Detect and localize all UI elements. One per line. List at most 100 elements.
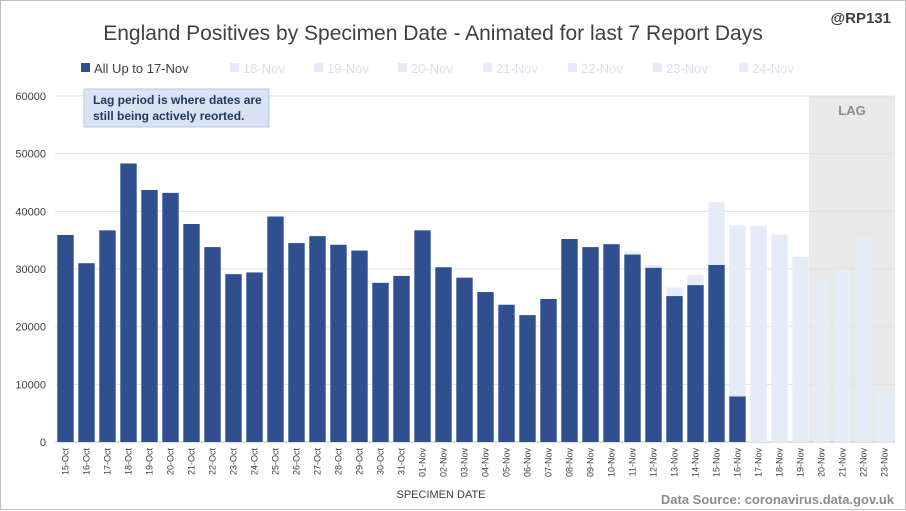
note-line-1: Lag period is where dates are bbox=[93, 93, 262, 107]
legend-label: 18-Nov bbox=[243, 61, 285, 76]
ghost-bar bbox=[729, 225, 746, 442]
x-tick-label: 28-Oct bbox=[334, 448, 344, 476]
bar bbox=[120, 163, 137, 442]
x-tick-label: 27-Oct bbox=[313, 448, 323, 476]
y-tick-label: 0 bbox=[40, 437, 46, 449]
legend-swatch bbox=[739, 63, 748, 72]
x-tick-label: 10-Nov bbox=[607, 448, 617, 478]
bar bbox=[498, 304, 515, 442]
x-tick-label: 15-Oct bbox=[61, 448, 71, 476]
x-tick-label: 30-Oct bbox=[376, 448, 386, 476]
legend-swatch bbox=[483, 63, 492, 72]
note-box: Lag period is where dates are still bein… bbox=[83, 88, 270, 128]
x-tick-label: 09-Nov bbox=[586, 448, 596, 478]
ghost-bar bbox=[792, 256, 809, 442]
x-tick-label: 05-Nov bbox=[502, 448, 512, 478]
x-axis-ticks: 15-Oct 16-Oct 17-Oct 18-Oct 19-Oct 20-Oct 21-O… bbox=[61, 448, 890, 478]
x-tick-label: 20-Nov bbox=[817, 448, 827, 478]
legend-swatch bbox=[568, 63, 577, 72]
ghost-bar bbox=[876, 391, 893, 442]
ghost-bars bbox=[57, 163, 893, 442]
x-tick-label: 19-Nov bbox=[796, 448, 806, 478]
ghost-bar bbox=[750, 225, 767, 442]
bar bbox=[78, 263, 95, 442]
x-tick-label: 17-Nov bbox=[754, 448, 764, 478]
legend-swatch bbox=[81, 63, 90, 72]
x-tick-label: 06-Nov bbox=[523, 448, 533, 478]
legend-swatch bbox=[230, 63, 239, 72]
legend-swatch bbox=[653, 63, 662, 72]
x-tick-label: 24-Oct bbox=[250, 448, 260, 476]
y-tick-label: 50000 bbox=[15, 149, 46, 161]
bar bbox=[540, 298, 557, 442]
legend: All Up to 17-Nov 18-Nov 19-Nov 20-Nov 21-Nov… bbox=[81, 61, 794, 76]
note-line-2: still being actively reorted. bbox=[93, 109, 244, 123]
bar bbox=[582, 247, 599, 442]
x-tick-label: 14-Nov bbox=[691, 448, 701, 478]
bar bbox=[288, 243, 305, 442]
legend-label: All Up to 17-Nov bbox=[94, 61, 189, 76]
bar bbox=[351, 250, 368, 442]
bar bbox=[372, 282, 389, 442]
bar bbox=[246, 272, 263, 442]
x-tick-label: 22-Nov bbox=[859, 448, 869, 478]
note-box-bg bbox=[83, 88, 270, 128]
bar bbox=[687, 285, 704, 442]
x-tick-label: 20-Oct bbox=[166, 448, 176, 476]
bar bbox=[561, 239, 578, 442]
bar bbox=[204, 247, 221, 442]
bar bbox=[183, 224, 200, 442]
bar bbox=[267, 216, 284, 442]
bar bbox=[393, 275, 410, 442]
x-tick-label: 21-Oct bbox=[187, 448, 197, 476]
x-tick-label: 13-Nov bbox=[670, 448, 680, 478]
bar bbox=[330, 244, 347, 442]
x-tick-label: 16-Nov bbox=[733, 448, 743, 478]
bar bbox=[729, 396, 746, 442]
x-tick-label: 11-Nov bbox=[628, 448, 638, 477]
bar bbox=[477, 292, 494, 442]
x-tick-label: 22-Oct bbox=[208, 448, 218, 476]
ghost-bar bbox=[834, 269, 851, 442]
x-tick-label: 12-Nov bbox=[649, 448, 659, 478]
bar bbox=[603, 244, 620, 442]
bar bbox=[708, 264, 725, 442]
x-tick-label: 08-Nov bbox=[565, 448, 575, 478]
bar bbox=[519, 315, 536, 442]
y-tick-label: 30000 bbox=[15, 264, 46, 276]
legend-label: 22-Nov bbox=[581, 61, 623, 76]
bar bbox=[57, 234, 74, 442]
chart-title: England Positives by Specimen Date - Ani… bbox=[103, 22, 763, 45]
bar bbox=[414, 230, 431, 442]
y-tick-label: 20000 bbox=[15, 322, 46, 334]
ghost-bar bbox=[771, 234, 788, 442]
legend-label: 20-Nov bbox=[411, 61, 453, 76]
x-tick-label: 25-Oct bbox=[271, 448, 281, 476]
bar bbox=[624, 254, 641, 442]
x-tick-label: 23-Oct bbox=[229, 448, 239, 476]
x-tick-label: 15-Nov bbox=[712, 448, 722, 478]
legend-label: 21-Nov bbox=[496, 61, 538, 76]
x-tick-label: 17-Oct bbox=[103, 448, 113, 476]
x-tick-label: 23-Nov bbox=[880, 448, 890, 478]
y-tick-label: 10000 bbox=[15, 379, 46, 391]
bar bbox=[435, 267, 452, 442]
bar bbox=[225, 274, 242, 442]
x-tick-label: 04-Nov bbox=[481, 448, 491, 478]
x-tick-label: 26-Oct bbox=[292, 448, 302, 476]
y-tick-label: 40000 bbox=[15, 206, 46, 218]
x-tick-label: 19-Oct bbox=[145, 448, 155, 476]
legend-swatch bbox=[314, 63, 323, 72]
lag-label: LAG bbox=[838, 103, 865, 118]
legend-label: 19-Nov bbox=[327, 61, 369, 76]
x-tick-label: 18-Oct bbox=[124, 448, 134, 476]
x-tick-label: 07-Nov bbox=[544, 448, 554, 478]
legend-label: 24-Nov bbox=[752, 61, 794, 76]
bar bbox=[99, 230, 116, 442]
bar bbox=[645, 267, 662, 442]
ghost-bar bbox=[813, 279, 830, 442]
bar bbox=[456, 277, 473, 442]
x-tick-label: 29-Oct bbox=[355, 448, 365, 476]
